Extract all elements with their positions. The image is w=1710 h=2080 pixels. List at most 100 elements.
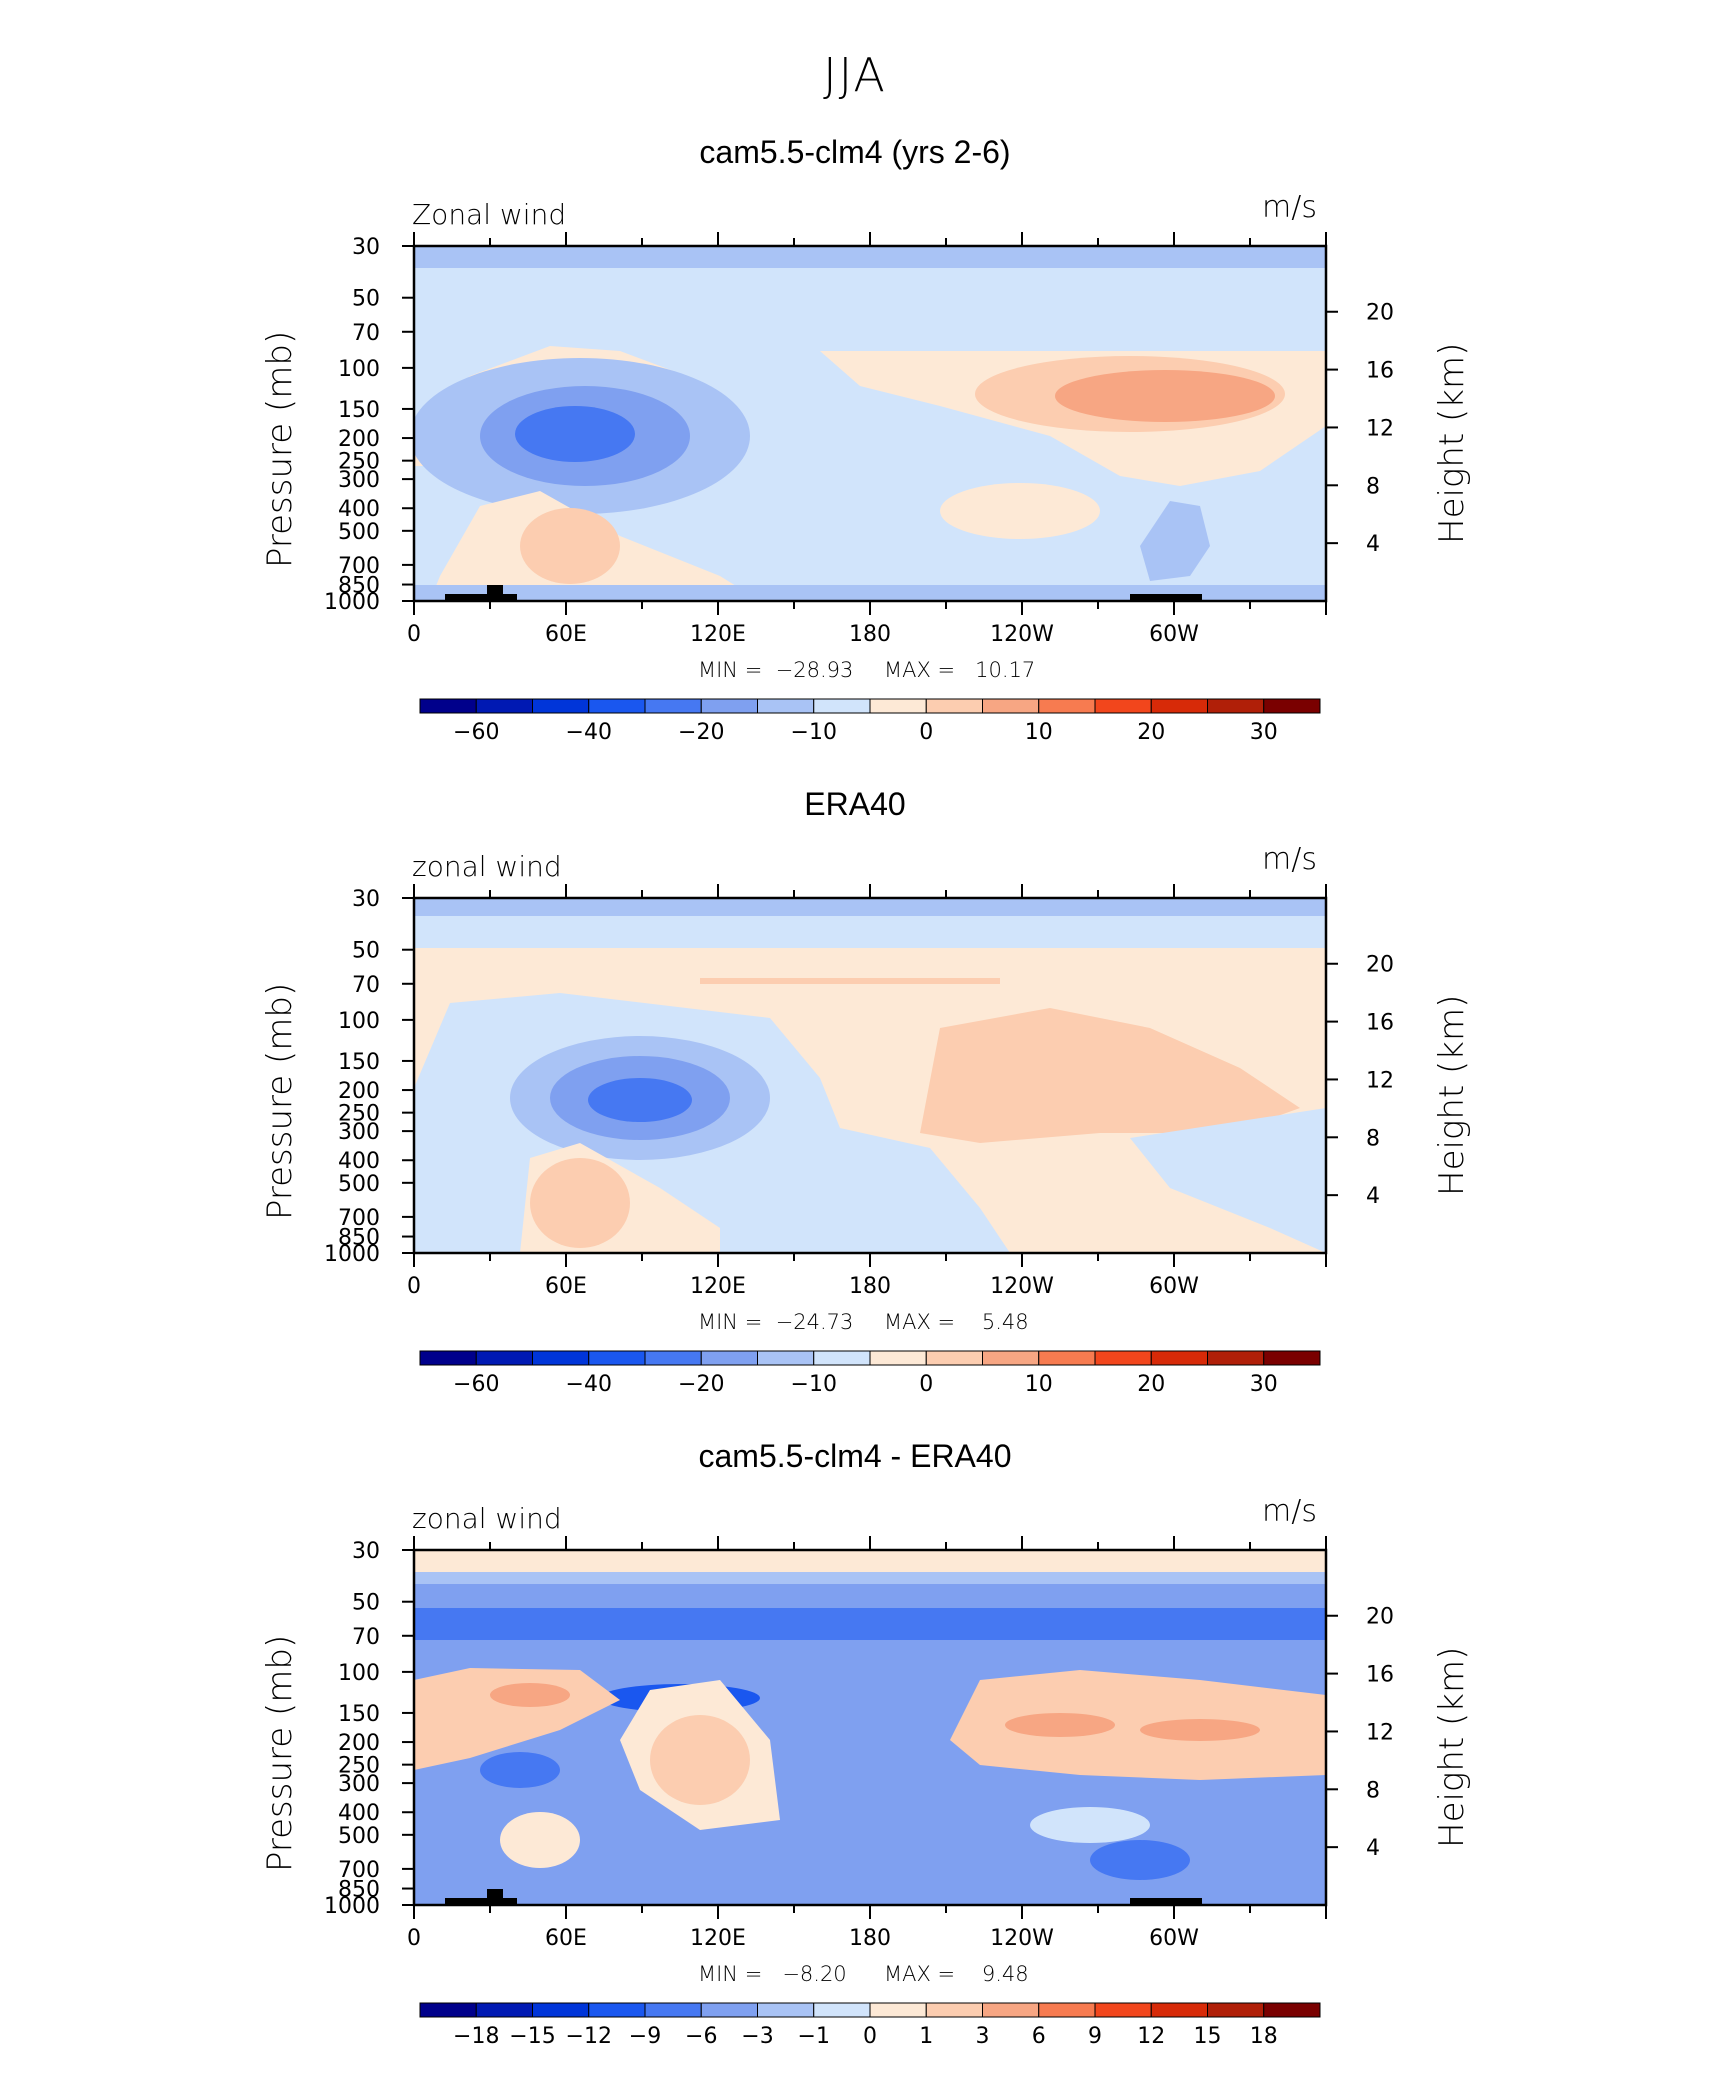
colorbar-label: 3 (976, 2024, 990, 2049)
x-tick-label: 60W (1149, 1274, 1199, 1299)
y2-tick-label: 12 (1366, 416, 1394, 441)
upper-easterly-core (414, 898, 1326, 916)
units-label: m/s (1262, 1494, 1317, 1529)
y-tick-label: 300 (338, 1772, 380, 1797)
colorbar-segment (1207, 2002, 1265, 2018)
colorbar-segment (532, 2002, 590, 2018)
colorbar-label: −10 (791, 720, 837, 745)
y-tick-label: 100 (338, 357, 380, 382)
x-tick-label: 0 (407, 1926, 421, 1951)
colorbar-segment (1094, 698, 1152, 714)
colorbar-label: 10 (1025, 1372, 1053, 1397)
y-tick-label: 1000 (324, 1894, 380, 1919)
westerly-streak (700, 978, 1000, 984)
panel-title: cam5.5-clm4 - ERA40 (698, 1438, 1012, 1474)
y-tick-label: 400 (338, 1149, 380, 1174)
y2-tick-label: 16 (1366, 1011, 1394, 1036)
y-tick-label: 250 (338, 450, 380, 475)
y-tick-label: 70 (352, 973, 380, 998)
y2-tick-label: 16 (1366, 1663, 1394, 1688)
colorbar-segment (588, 698, 646, 714)
colorbar-label: −40 (566, 720, 612, 745)
colorbar-label: 18 (1250, 2024, 1278, 2049)
panel-obs: ERA40 zonal wind m/s Pressure (mb) Heigh… (0, 786, 1710, 1428)
colorbar-segment (588, 1350, 646, 1366)
colorbar-label: 20 (1137, 720, 1165, 745)
y-tick-label: 50 (352, 939, 380, 964)
positive-core-west (490, 1683, 570, 1707)
mid-level-westerly (940, 483, 1100, 539)
negative-spot (1090, 1840, 1190, 1880)
y-tick-label: 300 (338, 468, 380, 493)
y2-tick-label: 20 (1366, 301, 1394, 326)
colorbar-segment (419, 698, 477, 714)
colorbar-segment (869, 2002, 927, 2018)
colorbar-segment (813, 2002, 871, 2018)
colorbar-segment (982, 2002, 1040, 2018)
max-label: MAX = 5.48 (884, 1310, 1029, 1334)
westerly-max-region (920, 1008, 1300, 1143)
variable-label: Zonal wind (412, 198, 567, 231)
y-tick-label: 850 (338, 1226, 380, 1251)
y-tick-label: 400 (338, 497, 380, 522)
colorbar-segment (925, 1350, 983, 1366)
colorbar-segment (1207, 1350, 1265, 1366)
y-tick-label: 70 (352, 1625, 380, 1650)
top-transition-band (414, 1572, 1326, 1584)
min-label: MIN = −24.73 (698, 1310, 854, 1334)
x-tick-label: 120E (690, 1926, 746, 1951)
x-tick-label: 120E (690, 622, 746, 647)
x-tick-label: 120W (990, 622, 1054, 647)
colorbar-label: 12 (1137, 2024, 1165, 2049)
colorbar-segment (700, 1350, 758, 1366)
y-tick-label: 50 (352, 1591, 380, 1616)
y-tick-label: 100 (338, 1009, 380, 1034)
y-tick-label: 700 (338, 1858, 380, 1883)
colorbar-segment (1094, 1350, 1152, 1366)
easterly-region-east (1130, 1108, 1326, 1253)
variable-label: zonal wind (412, 850, 562, 883)
colorbar-label: 15 (1194, 2024, 1222, 2049)
low-level-westerly-core (530, 1158, 630, 1248)
contour-plot: 0 60E 120E 180 120W 60W3050701001502002503004… (324, 884, 1394, 1397)
y-tick-label: 50 (352, 287, 380, 312)
positive-core (650, 1715, 750, 1805)
topography (1130, 1898, 1202, 1905)
low-level-easterly (1140, 501, 1210, 581)
contour-fields (414, 898, 1326, 1253)
panel-title: cam5.5-clm4 (yrs 2-6) (699, 134, 1011, 170)
colorbar-segment (475, 2002, 533, 2018)
x-tick-label: 180 (849, 1926, 891, 1951)
topography (445, 1898, 517, 1905)
y2-tick-label: 12 (1366, 1720, 1394, 1745)
easterly-jet-core (588, 1078, 692, 1122)
upper-negative-band (414, 1608, 1326, 1640)
positive-spot (500, 1812, 580, 1868)
colorbar-segment (644, 2002, 702, 2018)
colorbar-label: −10 (791, 1372, 837, 1397)
colorbar-segment (869, 698, 927, 714)
y-tick-label: 850 (338, 1878, 380, 1903)
panel-model: cam5.5-clm4 (yrs 2-6) Zonal wind m/s Pre… (0, 134, 1710, 776)
y-tick-label: 150 (338, 398, 380, 423)
x-tick-label: 60E (545, 622, 587, 647)
positive-max-region (1005, 1713, 1115, 1737)
y-tick-label: 200 (338, 427, 380, 452)
x-tick-label: 60W (1149, 622, 1199, 647)
colorbar-segment (813, 1350, 871, 1366)
y-tick-label: 30 (352, 1539, 380, 1564)
y-tick-label: 100 (338, 1661, 380, 1686)
colorbar-label: 6 (1032, 2024, 1046, 2049)
x-tick-label: 60W (1149, 1926, 1199, 1951)
colorbar-label: −3 (741, 2024, 773, 2049)
colorbar-label: −20 (678, 720, 724, 745)
colorbar-label: −9 (629, 2024, 661, 2049)
topography (487, 1889, 503, 1905)
colorbar-segment (1038, 2002, 1096, 2018)
topography (1130, 594, 1202, 601)
y-tick-label: 250 (338, 1102, 380, 1127)
max-label: MAX = 9.48 (884, 1962, 1029, 1986)
colorbar-segment (1263, 1350, 1321, 1366)
weak-region (1030, 1807, 1150, 1843)
colorbar-segment (757, 698, 815, 714)
